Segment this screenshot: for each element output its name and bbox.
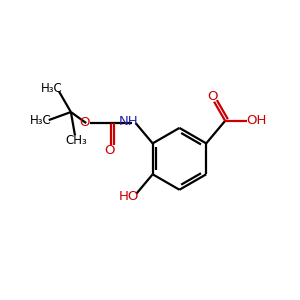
Text: O: O	[104, 144, 114, 157]
Text: OH: OH	[247, 114, 267, 127]
Text: O: O	[80, 116, 90, 129]
Text: CH₃: CH₃	[66, 134, 87, 147]
Text: H₃C: H₃C	[40, 82, 62, 94]
Text: NH: NH	[119, 115, 138, 128]
Text: HO: HO	[119, 190, 139, 203]
Text: H₃C: H₃C	[30, 114, 51, 127]
Text: O: O	[207, 90, 218, 103]
